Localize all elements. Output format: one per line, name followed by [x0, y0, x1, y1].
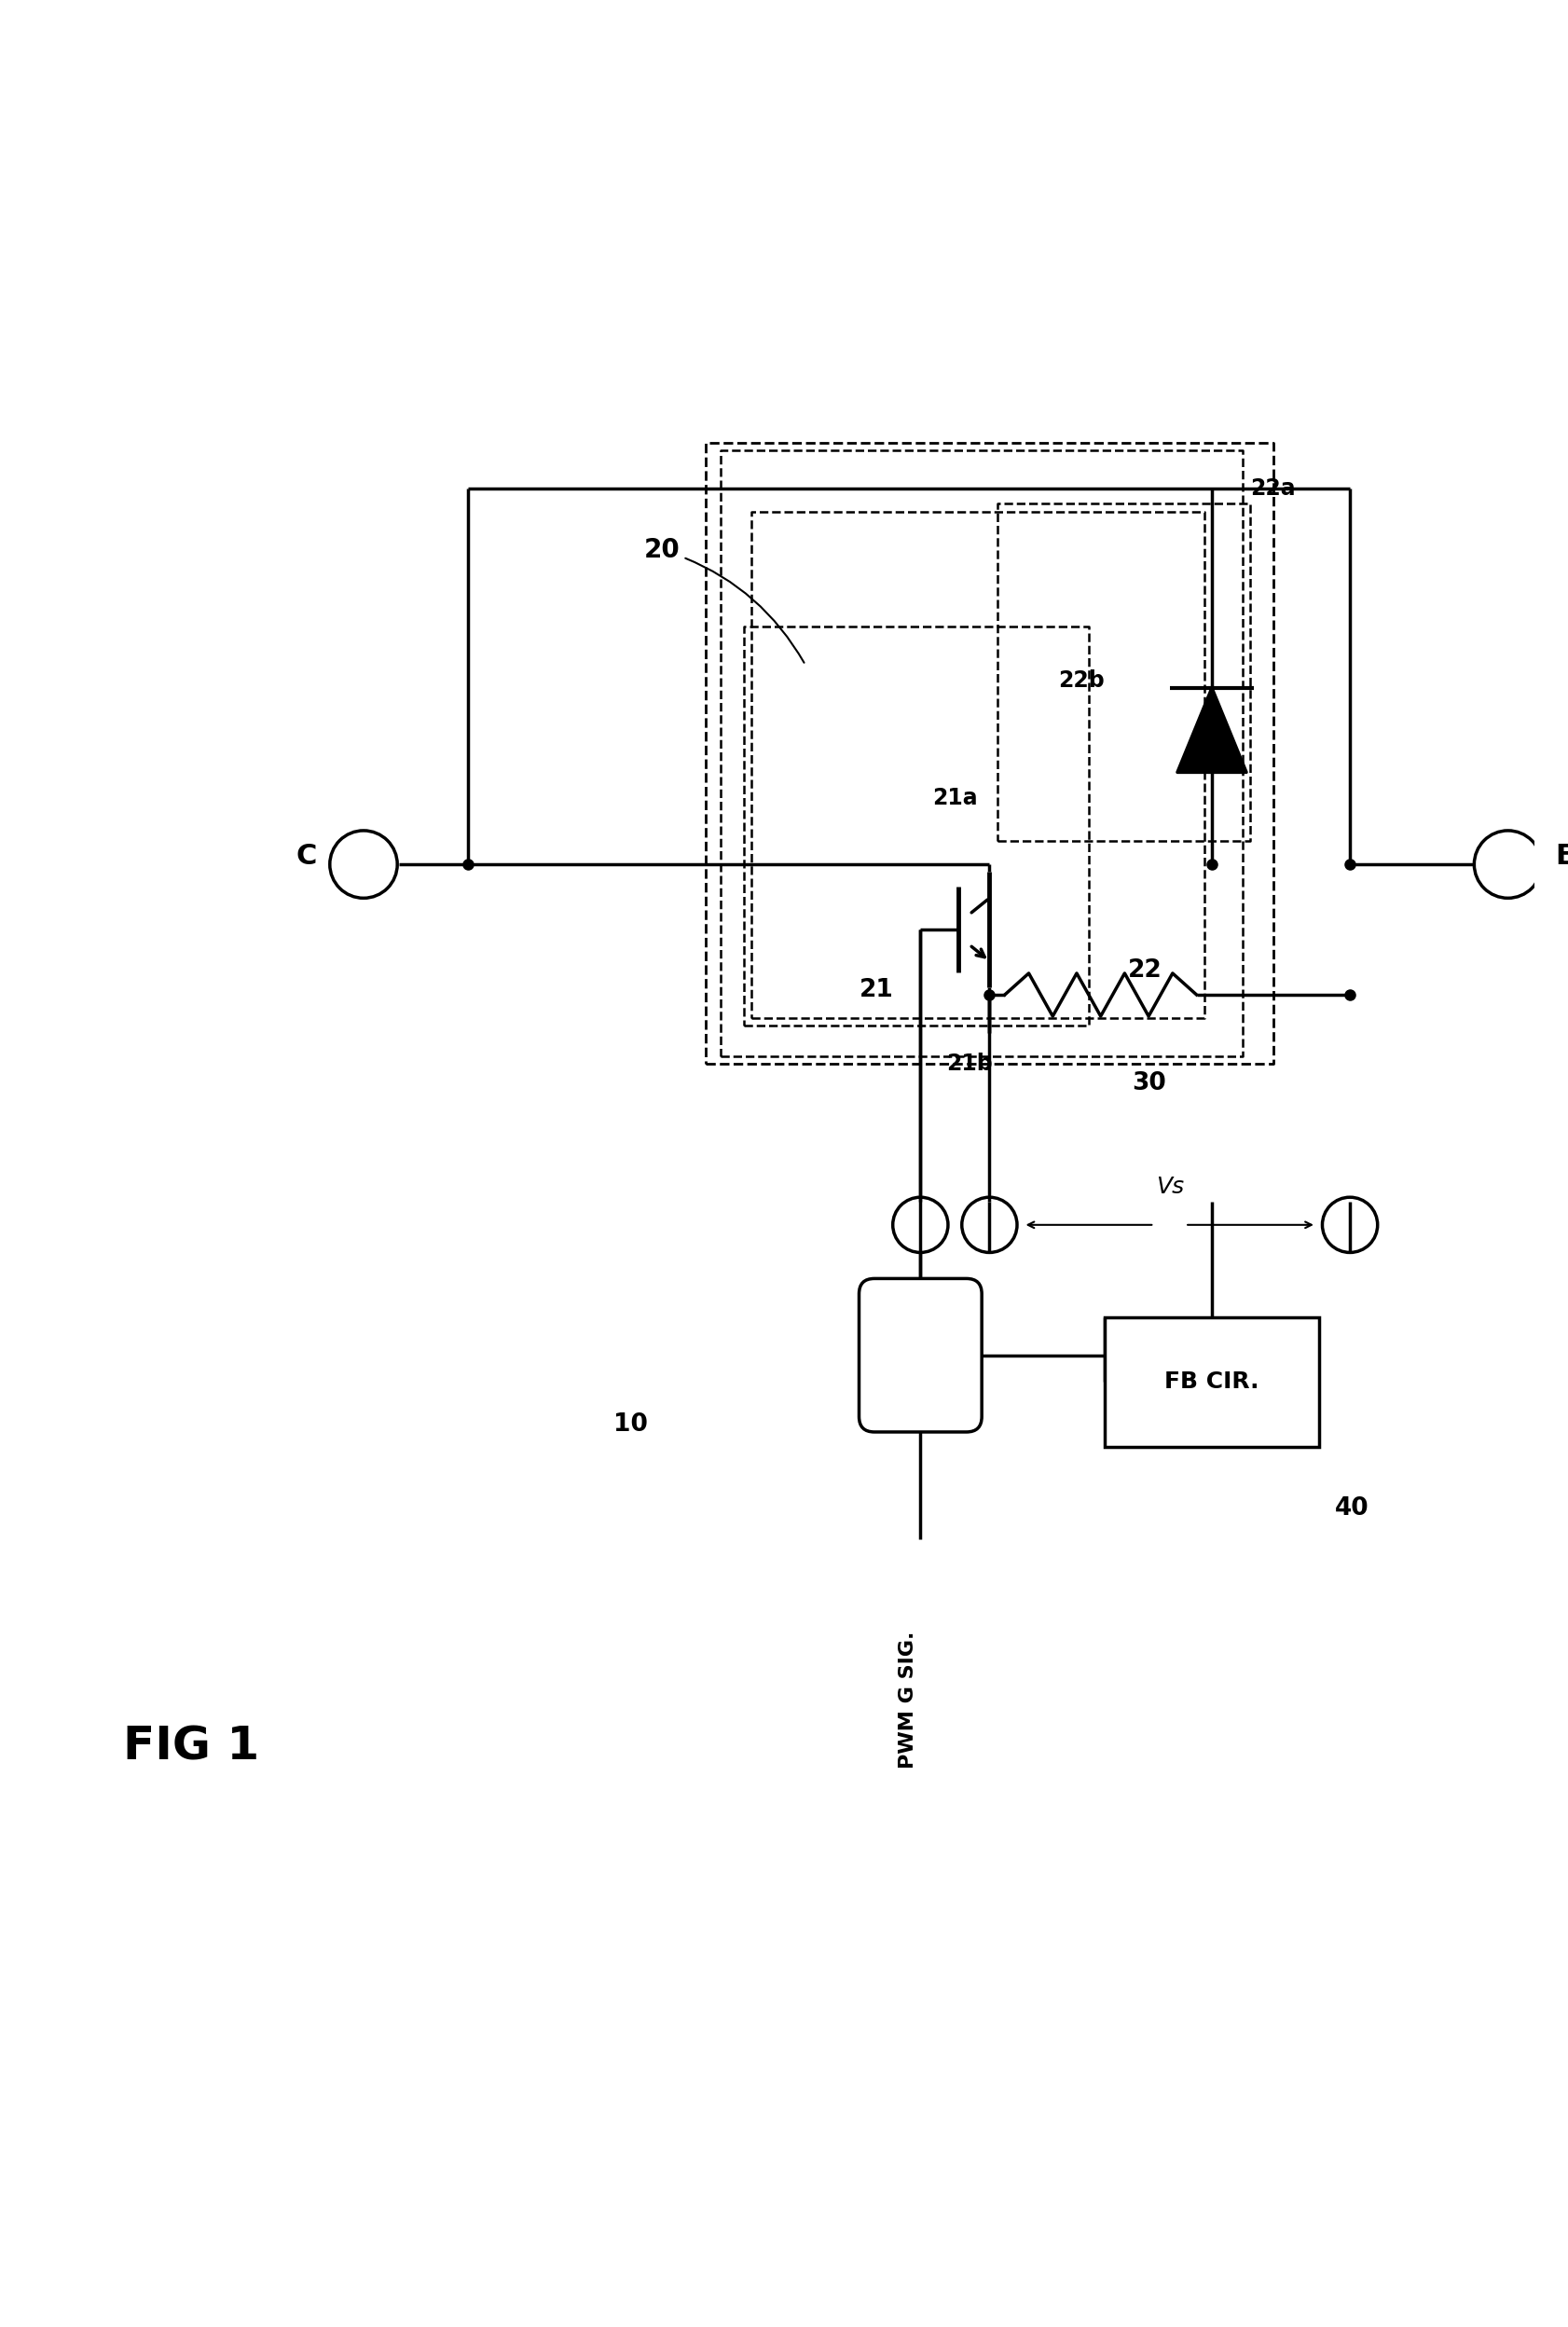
Text: 22: 22 — [1127, 959, 1162, 982]
Text: 21a: 21a — [933, 787, 978, 810]
Text: 21: 21 — [859, 977, 894, 1003]
Text: C: C — [296, 842, 317, 870]
Text: FB CIR.: FB CIR. — [1165, 1371, 1259, 1394]
Text: 22b: 22b — [1058, 670, 1105, 691]
FancyBboxPatch shape — [859, 1278, 982, 1431]
Text: 20: 20 — [644, 538, 804, 663]
Text: PWM G SIG.: PWM G SIG. — [898, 1631, 917, 1769]
Text: FIG 1: FIG 1 — [122, 1724, 259, 1769]
Text: 30: 30 — [1132, 1073, 1167, 1096]
Text: E: E — [1555, 842, 1568, 870]
Text: 22a: 22a — [1250, 477, 1295, 500]
Text: Vs: Vs — [1156, 1175, 1184, 1198]
Text: 10: 10 — [613, 1412, 648, 1436]
Text: 21b: 21b — [947, 1052, 993, 1075]
Polygon shape — [1178, 689, 1247, 773]
Text: 40: 40 — [1334, 1496, 1369, 1522]
FancyBboxPatch shape — [1104, 1317, 1319, 1447]
